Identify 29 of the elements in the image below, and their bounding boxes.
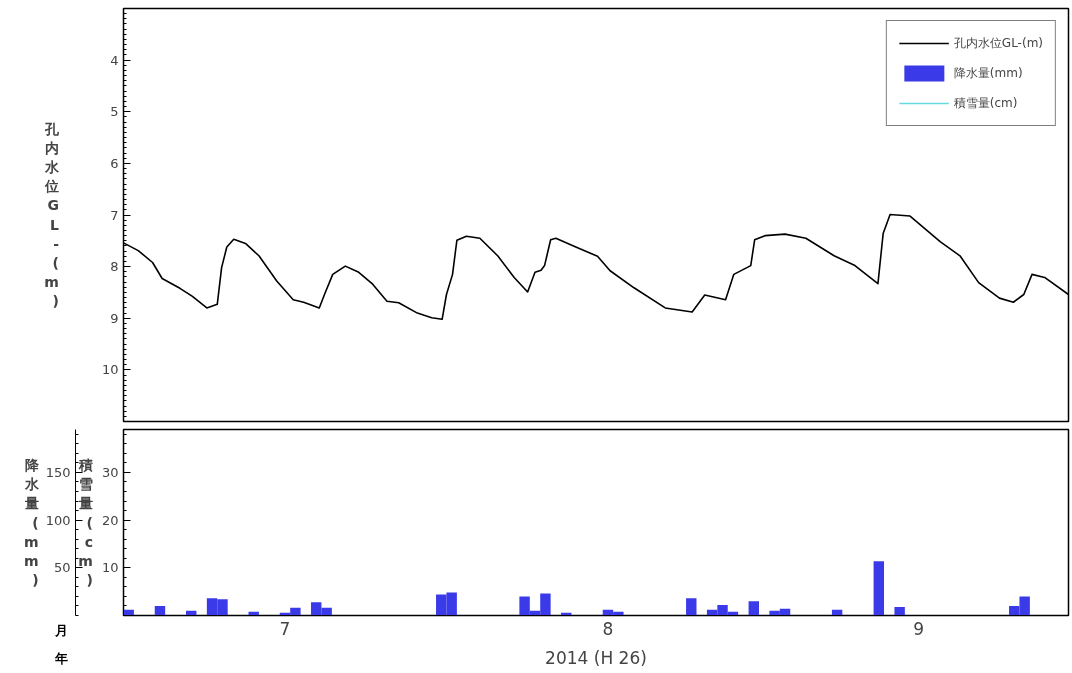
y-tick-label: 100 xyxy=(45,512,71,528)
legend-label: 孔内水位GL-(m) xyxy=(953,34,1043,52)
text: 年 xyxy=(54,650,69,668)
x-tick-label: 7 xyxy=(279,618,291,639)
text: 月 xyxy=(54,622,69,640)
legend-label: 降水量(mm) xyxy=(953,64,1023,82)
y-tick-label: 10 xyxy=(101,362,119,378)
legend-label: 積雪量(cm) xyxy=(953,94,1018,112)
y-tick-label: 4 xyxy=(110,52,119,68)
y-tick-label: 5 xyxy=(110,104,119,120)
bar xyxy=(154,605,166,616)
bar xyxy=(748,601,759,616)
y-axis-title: 降水量(mm) xyxy=(23,456,40,589)
y2-tick-label: 20 xyxy=(101,512,119,528)
y-tick-label: 150 xyxy=(45,464,71,480)
y2-tick-label: 30 xyxy=(101,464,119,480)
y-tick-label: 50 xyxy=(53,560,71,576)
bar xyxy=(686,598,697,616)
x-tick-label: 8 xyxy=(602,618,614,639)
bar xyxy=(894,606,905,616)
x-axis-title: 2014 (H 26) xyxy=(545,647,647,668)
x-tick-label: 9 xyxy=(913,618,925,639)
text: 孔内水位GL-(m) xyxy=(44,120,59,310)
y-tick-label: 7 xyxy=(110,207,119,223)
y-tick-label: 6 xyxy=(110,155,119,171)
y-tick-label: 9 xyxy=(110,310,119,326)
bar xyxy=(873,561,885,616)
y2-axis-title: 積雪量(cm) xyxy=(77,456,93,589)
y-tick-label: 8 xyxy=(110,259,119,275)
